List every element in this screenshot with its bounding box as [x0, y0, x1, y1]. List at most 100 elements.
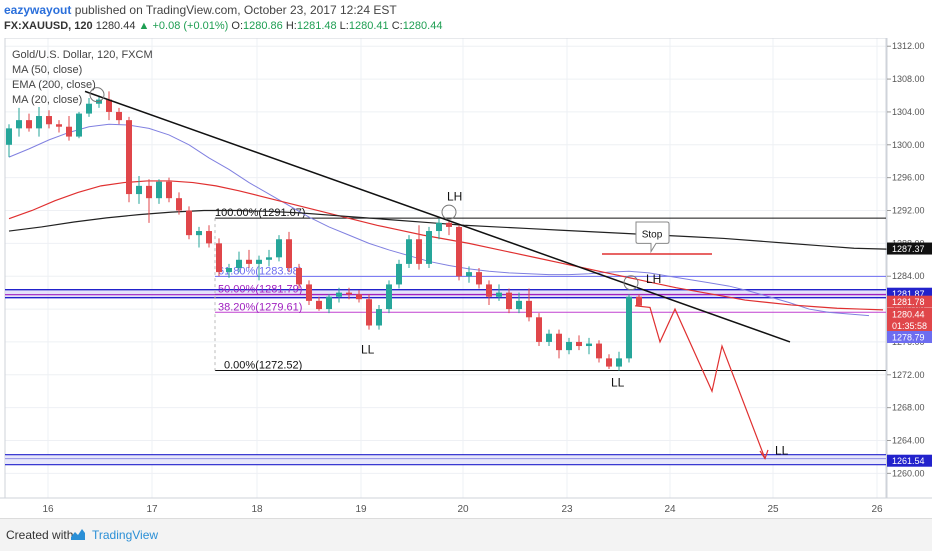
candle-body [336, 292, 342, 297]
open-label: O: [231, 20, 244, 32]
price-tag-label: 1287.37 [892, 244, 925, 254]
price-chart[interactable]: 100.00%(1291.07)61.80%(1283.98)50.00%(12… [0, 38, 932, 518]
candle-body [626, 296, 632, 359]
price-tag [887, 319, 932, 332]
price-tick-label: 1308.00 [892, 74, 925, 84]
candle-body [386, 284, 392, 310]
swing-label: LH [646, 272, 661, 286]
candle-body [346, 292, 352, 295]
price-tag-label: 1278.79 [892, 333, 925, 343]
price-axis-bg [887, 38, 932, 518]
candle-body [546, 333, 552, 342]
candle-body [76, 113, 82, 137]
candle-body [156, 181, 162, 199]
projection-arrowhead [759, 449, 769, 460]
candle-body [576, 341, 582, 347]
candle-body [376, 309, 382, 326]
candle-body [396, 263, 402, 285]
high-label: H: [285, 20, 297, 32]
candle-body [246, 259, 252, 264]
close-value: 1280.44 [402, 20, 443, 32]
projection-path [634, 305, 766, 459]
swing-label: LH [447, 190, 462, 204]
candle-body [636, 296, 642, 306]
author-link[interactable]: eazywayout [4, 3, 72, 17]
fib-level-label: 50.00%(1281.79) [218, 283, 302, 295]
price-tick-label: 1264.00 [892, 436, 925, 446]
candle-body [256, 259, 262, 264]
pivot-marker-circle [89, 87, 105, 103]
fib-level-label: 0.00%(1272.52) [224, 360, 302, 372]
price-tick-label: 1260.00 [892, 468, 925, 478]
candle-body [116, 111, 122, 121]
low-label: L: [339, 20, 349, 32]
candle-body [516, 300, 522, 310]
price-tag [887, 331, 932, 343]
footer-bar: Created with TradingView [0, 518, 932, 551]
candle-body [286, 239, 292, 268]
candle-body [586, 343, 592, 347]
close-label: C: [391, 20, 403, 32]
candle-body [406, 239, 412, 264]
candle-body [326, 296, 332, 310]
candle-body [166, 181, 172, 199]
stop-callout-label: Stop [642, 230, 663, 241]
price-tick-label: 1284.00 [892, 271, 925, 281]
price-tag [887, 242, 932, 255]
candle-body [216, 243, 222, 273]
open-value: 1280.86 [243, 20, 283, 32]
price-tag [887, 454, 932, 467]
price-tick-label: 1300.00 [892, 140, 925, 150]
candle-body [176, 198, 182, 211]
candle-body [616, 358, 622, 367]
time-tick-label: 19 [355, 504, 367, 515]
candle-body [146, 185, 152, 199]
candle-body [426, 231, 432, 264]
legend-entry: Gold/U.S. Dollar, 120, FXCM [12, 49, 153, 61]
candle-body [456, 226, 462, 277]
candle-body [596, 343, 602, 359]
candle-body [366, 299, 372, 326]
candle-body [436, 222, 442, 232]
candle-body [476, 272, 482, 285]
legend-entry: MA (20, close) [12, 94, 82, 106]
ema200-line [8, 180, 884, 311]
time-tick-label: 24 [664, 504, 676, 515]
fib-level-label: 100.00%(1291.07) [215, 207, 306, 219]
candle-body [556, 333, 562, 351]
time-tick-label: 26 [871, 504, 883, 515]
publish-info: published on TradingView.com, October 23… [74, 3, 397, 17]
time-tick-label: 25 [767, 504, 779, 515]
price-tag-label: 1281.87 [892, 289, 925, 299]
trend-line [84, 90, 791, 343]
price-tick-label: 1272.00 [892, 370, 925, 380]
price-tag-label: 1280.44 [892, 310, 925, 320]
candle-body [606, 358, 612, 367]
symbol-line: FX:XAUUSD, 120 1280.44 ▲ +0.08 (+0.01%) … [4, 20, 442, 32]
candle-body [56, 124, 62, 127]
candle-body [126, 120, 132, 195]
price-tag-label: 1261.54 [892, 456, 925, 466]
price-tag-label: 01:35:58 [892, 321, 927, 331]
candle-body [266, 257, 272, 260]
swing-label: LL [361, 342, 375, 356]
candle-body [16, 120, 22, 129]
candle-body [566, 341, 572, 351]
candle-body [536, 317, 542, 342]
fib-level-label: 38.20%(1279.61) [218, 301, 302, 313]
tradingview-brand[interactable]: TradingView [92, 528, 159, 542]
time-tick-label: 20 [457, 504, 469, 515]
candle-body [136, 185, 142, 195]
publish-line: eazywayout published on TradingView.com,… [4, 3, 397, 17]
price-tag [887, 308, 932, 320]
candle-body [106, 99, 112, 112]
candle-body [526, 300, 532, 318]
candle-body [356, 294, 362, 300]
candle-body [496, 292, 502, 297]
swing-label: LL [775, 443, 789, 457]
candle-body [506, 292, 512, 310]
price-tick-label: 1268.00 [892, 403, 925, 413]
candle-body [296, 268, 302, 285]
ma20-line [8, 123, 870, 317]
candle-body [206, 231, 212, 244]
